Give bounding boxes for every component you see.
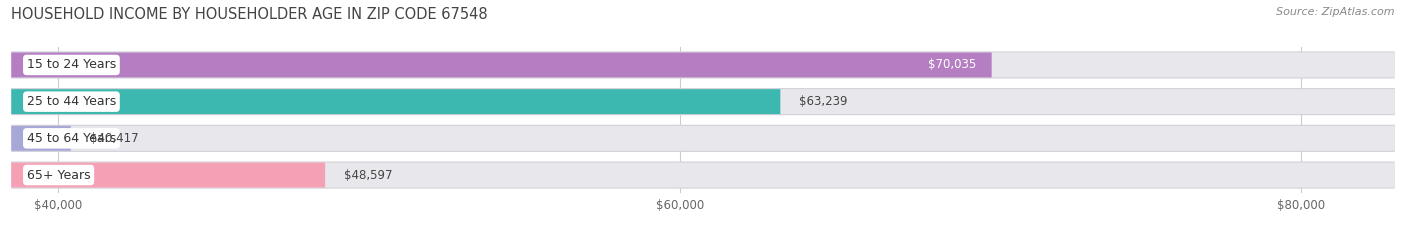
Text: 15 to 24 Years: 15 to 24 Years xyxy=(27,58,117,72)
FancyBboxPatch shape xyxy=(11,125,1395,152)
Text: $48,597: $48,597 xyxy=(344,168,392,182)
Text: Source: ZipAtlas.com: Source: ZipAtlas.com xyxy=(1277,7,1395,17)
FancyBboxPatch shape xyxy=(11,89,1395,114)
Text: $70,035: $70,035 xyxy=(928,58,976,72)
Text: HOUSEHOLD INCOME BY HOUSEHOLDER AGE IN ZIP CODE 67548: HOUSEHOLD INCOME BY HOUSEHOLDER AGE IN Z… xyxy=(11,7,488,22)
FancyBboxPatch shape xyxy=(11,163,1395,188)
Text: $40,417: $40,417 xyxy=(90,132,138,145)
FancyBboxPatch shape xyxy=(11,51,1395,79)
FancyBboxPatch shape xyxy=(11,126,1395,151)
FancyBboxPatch shape xyxy=(11,88,1395,115)
FancyBboxPatch shape xyxy=(11,52,991,77)
FancyBboxPatch shape xyxy=(11,161,1395,189)
Text: 65+ Years: 65+ Years xyxy=(27,168,90,182)
Text: 25 to 44 Years: 25 to 44 Years xyxy=(27,95,117,108)
FancyBboxPatch shape xyxy=(11,89,780,114)
FancyBboxPatch shape xyxy=(11,52,1395,77)
FancyBboxPatch shape xyxy=(11,163,325,188)
Text: $63,239: $63,239 xyxy=(799,95,848,108)
FancyBboxPatch shape xyxy=(11,126,70,151)
Text: 45 to 64 Years: 45 to 64 Years xyxy=(27,132,117,145)
